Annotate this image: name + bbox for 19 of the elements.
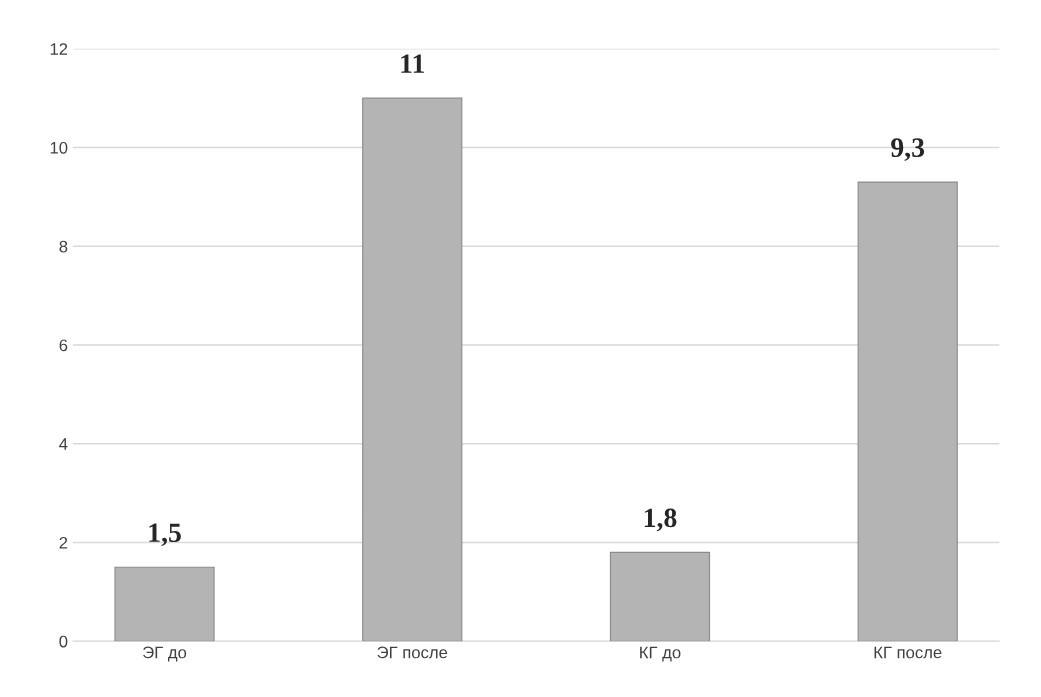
y-tick-label: 0 bbox=[59, 635, 68, 648]
x-tick-label: ЭГ после bbox=[377, 646, 448, 659]
bar bbox=[362, 97, 463, 642]
bar bbox=[609, 551, 711, 642]
y-tick-label: 4 bbox=[59, 438, 68, 450]
data-label: 1,8 bbox=[644, 508, 677, 532]
bar bbox=[857, 181, 958, 642]
y-tick-label: 8 bbox=[59, 240, 68, 253]
data-label: 9,3 bbox=[891, 138, 925, 162]
data-label: 11 bbox=[401, 54, 424, 73]
data-label: 1,5 bbox=[149, 523, 181, 547]
x-tick-label: ЭГ до bbox=[143, 646, 187, 662]
bar bbox=[114, 566, 215, 642]
y-tick-label: 2 bbox=[59, 536, 68, 549]
x-tick-label: КГ после bbox=[874, 646, 942, 659]
y-tick-label: 6 bbox=[59, 339, 68, 352]
y-tick-label: 12 bbox=[50, 43, 68, 55]
x-tick-label: КГ до bbox=[640, 646, 681, 662]
y-tick-label: 10 bbox=[50, 141, 68, 154]
